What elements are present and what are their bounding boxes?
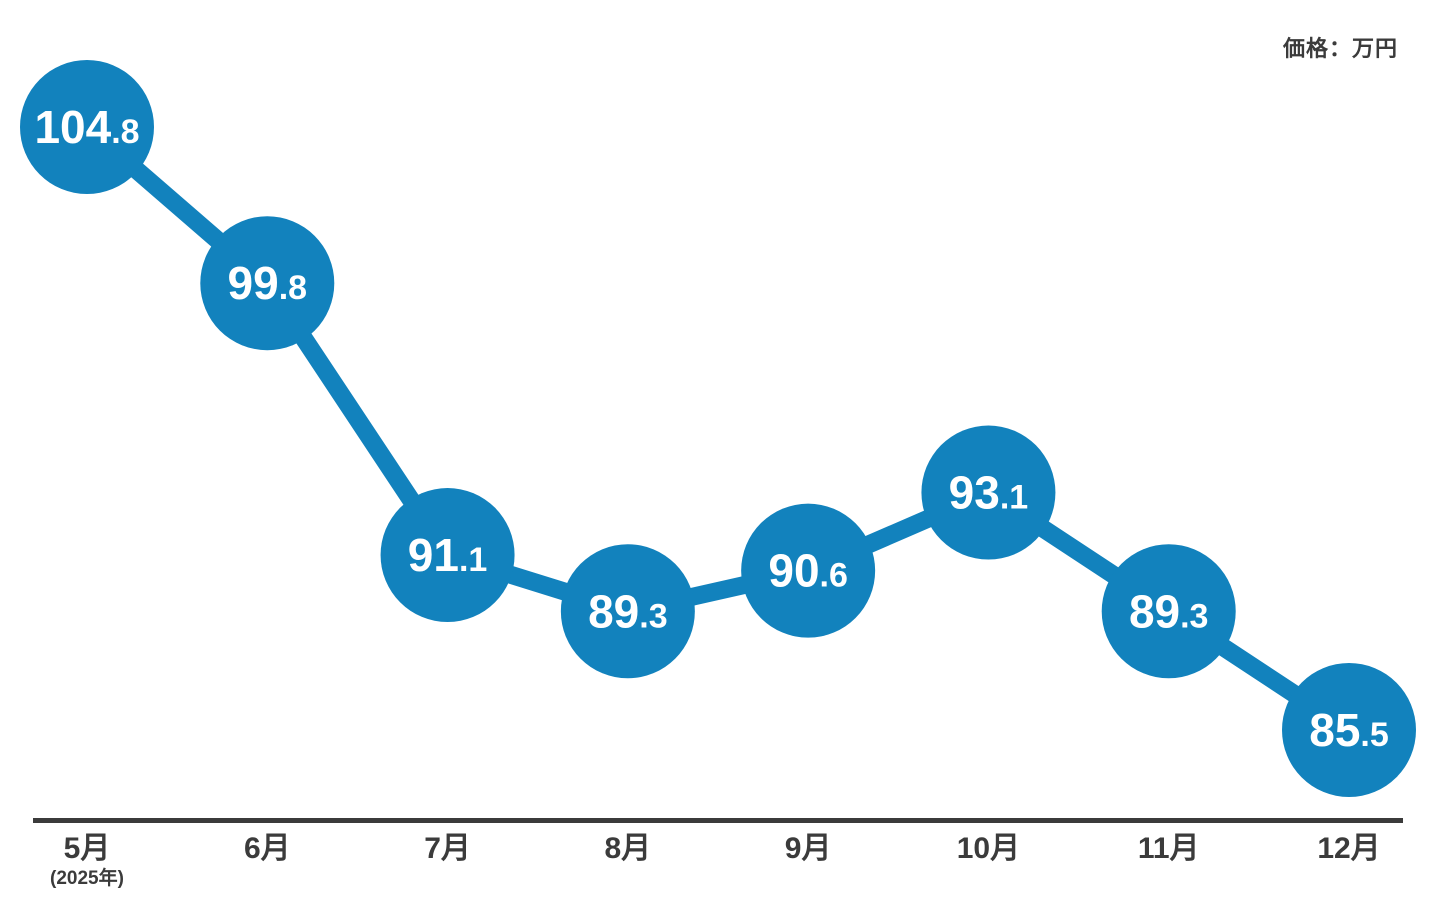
- x-tick-label: 8月: [605, 832, 652, 865]
- data-point-marker: [20, 60, 154, 194]
- data-point-value: 99.8: [228, 257, 308, 309]
- data-point-value: 89.3: [1129, 585, 1209, 637]
- x-tick-label: 6月: [244, 832, 291, 865]
- data-point-marker: [200, 216, 335, 351]
- x-tick-label: 10月: [957, 832, 1020, 865]
- data-point-marker: [1282, 663, 1416, 797]
- x-tick-label: 11月: [1138, 832, 1200, 865]
- data-point-value: 85.5: [1309, 704, 1389, 756]
- x-tick-label: 5月: [64, 832, 111, 865]
- data-point-marker: [380, 488, 515, 623]
- data-point-value: 89.3: [588, 585, 668, 637]
- data-point-marker: [1101, 544, 1236, 679]
- data-point-value: 104.8: [34, 101, 139, 153]
- x-tick-label: 12月: [1317, 832, 1380, 865]
- data-point-value: 93.1: [949, 467, 1029, 519]
- x-tick-label: 9月: [785, 832, 832, 865]
- data-point-marker: [921, 425, 1056, 560]
- data-point-marker: [741, 503, 876, 638]
- data-point-value: 91.1: [408, 529, 488, 581]
- data-point-value: 90.6: [768, 545, 848, 597]
- data-point-marker: [560, 544, 695, 679]
- year-sub-label: (2025年): [50, 866, 124, 889]
- unit-label: 価格：万円: [1282, 36, 1398, 61]
- x-tick-label: 7月: [424, 832, 471, 865]
